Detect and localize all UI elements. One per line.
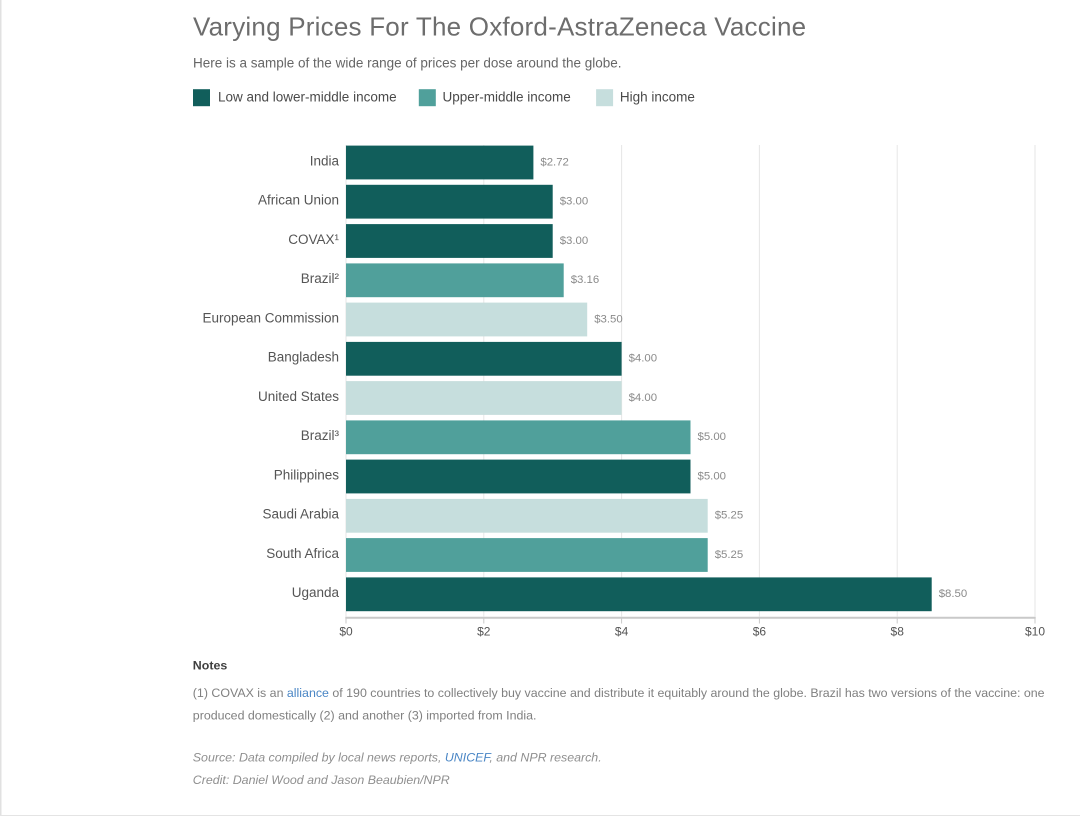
svg-text:High income: High income <box>620 89 695 104</box>
svg-text:Source: Data compiled by local: Source: Data compiled by local news repo… <box>193 751 602 765</box>
svg-text:$3.16: $3.16 <box>571 274 600 286</box>
svg-text:$2: $2 <box>477 624 491 638</box>
svg-text:$4: $4 <box>615 624 629 638</box>
svg-text:India: India <box>310 153 340 168</box>
svg-text:(1) COVAX is an alliance of 19: (1) COVAX is an alliance of 190 countrie… <box>193 686 1045 700</box>
svg-text:$2.72: $2.72 <box>540 156 569 168</box>
svg-text:Here is a sample of the wide r: Here is a sample of the wide range of pr… <box>193 55 622 70</box>
svg-text:$4.00: $4.00 <box>629 353 658 365</box>
svg-text:Saudi Arabia: Saudi Arabia <box>262 507 339 522</box>
svg-text:$5.25: $5.25 <box>715 510 744 522</box>
svg-text:$10: $10 <box>1025 624 1045 638</box>
svg-text:$5.25: $5.25 <box>715 549 744 561</box>
svg-text:South Africa: South Africa <box>266 546 339 561</box>
svg-text:Low and lower-middle income: Low and lower-middle income <box>218 89 397 104</box>
svg-text:$3.00: $3.00 <box>560 196 589 208</box>
svg-text:$6: $6 <box>753 624 767 638</box>
svg-text:Varying Prices For The Oxford-: Varying Prices For The Oxford-AstraZenec… <box>193 11 806 41</box>
svg-text:Brazil³: Brazil³ <box>301 428 340 443</box>
svg-text:COVAX¹: COVAX¹ <box>288 232 339 247</box>
svg-text:$8.50: $8.50 <box>939 588 968 600</box>
svg-text:Brazil²: Brazil² <box>301 271 340 286</box>
svg-text:$5.00: $5.00 <box>698 470 727 482</box>
svg-text:Philippines: Philippines <box>274 467 340 482</box>
svg-text:Notes: Notes <box>193 658 228 672</box>
svg-text:$3.00: $3.00 <box>560 235 589 247</box>
svg-text:European Commission: European Commission <box>202 310 339 325</box>
svg-text:$4.00: $4.00 <box>629 392 658 404</box>
svg-text:United States: United States <box>258 389 339 404</box>
svg-text:African Union: African Union <box>258 193 339 208</box>
svg-text:$3.50: $3.50 <box>594 313 623 325</box>
svg-text:Bangladesh: Bangladesh <box>268 350 339 365</box>
svg-text:Uganda: Uganda <box>292 585 340 600</box>
svg-text:produced domestically (2) and: produced domestically (2) and another (3… <box>193 709 537 723</box>
svg-text:$8: $8 <box>891 624 905 638</box>
svg-text:$5.00: $5.00 <box>698 431 727 443</box>
svg-text:$0: $0 <box>339 624 353 638</box>
svg-text:Upper-middle income: Upper-middle income <box>443 89 571 104</box>
svg-text:Credit: Daniel Wood and Jason: Credit: Daniel Wood and Jason Beaubien/N… <box>193 773 450 787</box>
